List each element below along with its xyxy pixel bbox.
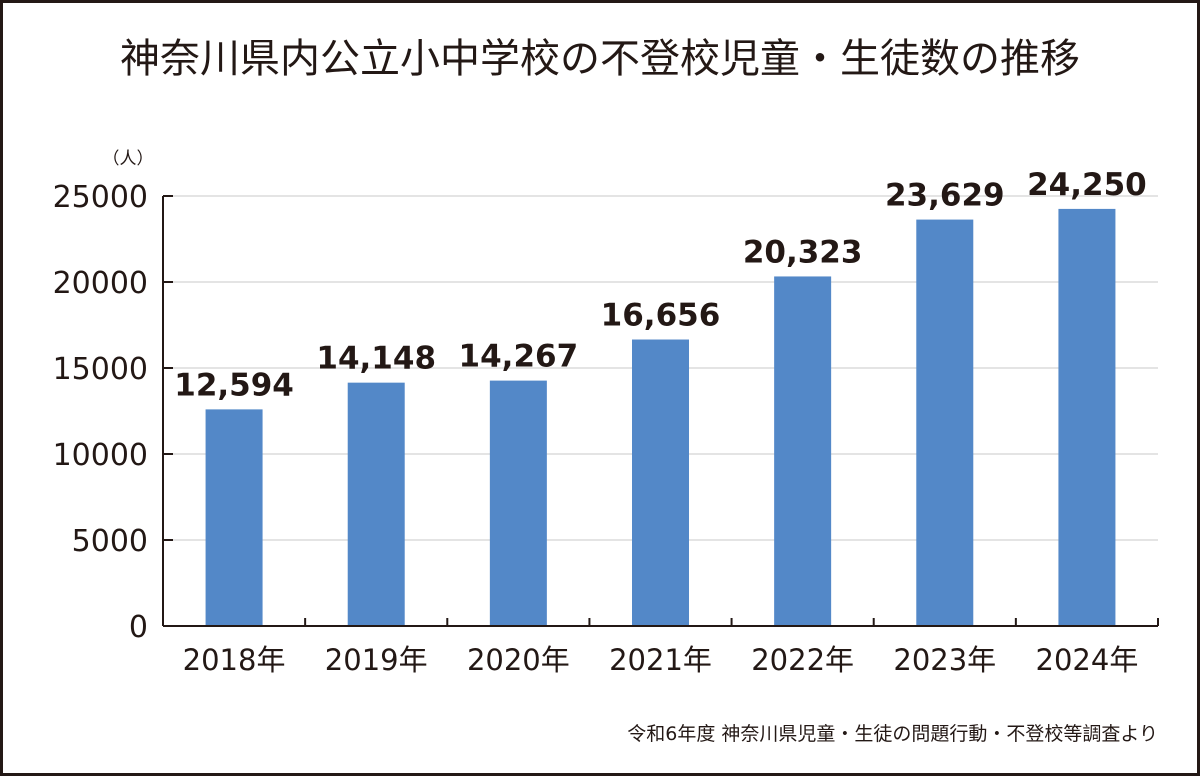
chart-title: 神奈川県内公立小中学校の不登校児童・生徒数の推移 [120,36,1080,82]
y-tick-label: 10000 [53,438,148,473]
data-label: 12,594 [174,367,294,403]
x-tick-label: 2022年 [751,643,854,677]
x-tick-label: 2020年 [467,643,570,677]
data-label: 16,656 [601,298,721,334]
y-tick-label: 5000 [72,524,148,559]
x-tick-label: 2023年 [893,643,996,677]
x-tick-label: 2024年 [1036,643,1139,677]
data-label: 14,148 [316,341,436,377]
x-tick-label: 2019年 [325,643,428,677]
y-tick-label: 15000 [53,352,148,387]
bar-2021年 [632,339,689,626]
unit-label: （人） [103,149,154,169]
y-tick-label: 20000 [53,266,148,301]
data-label: 20,323 [743,234,863,270]
data-label: 23,629 [885,178,1005,214]
data-label: 14,267 [459,339,579,375]
source-note: 令和6年度 神奈川県児童・生徒の問題行動・不登校等調査より [627,723,1158,745]
bar-2020年 [489,380,547,626]
data-label: 24,250 [1027,167,1147,203]
y-tick-label: 0 [129,610,148,645]
bar-2023年 [916,219,974,626]
bar-2019年 [347,382,405,626]
bar-2022年 [774,276,832,626]
x-tick-label: 2018年 [183,643,286,677]
bar-2018年 [205,409,263,626]
bar-2024年 [1058,208,1116,626]
x-tick-label: 2021年 [609,643,712,677]
y-tick-label: 25000 [53,180,148,215]
